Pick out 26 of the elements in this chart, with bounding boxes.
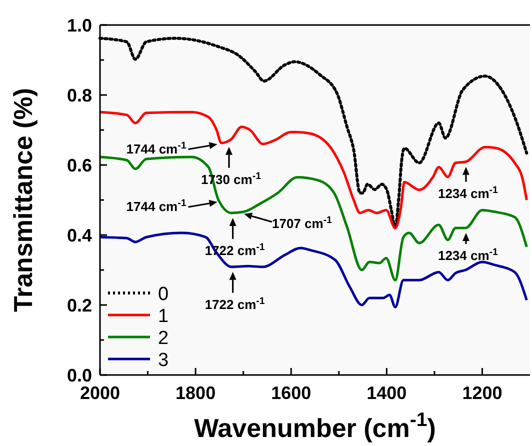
- y-tick-label: 1.0: [66, 15, 92, 36]
- annotation: 1744 cm$^{-1}$: [126, 198, 187, 214]
- y-axis-title: Transmittance (%): [8, 88, 38, 312]
- y-tick-label: 0.8: [66, 85, 92, 106]
- annotation: 1722 cm$^{-1}$: [204, 295, 266, 312]
- legend-label: 0: [158, 284, 169, 305]
- x-tick-label: 1800: [176, 383, 216, 403]
- annotation: 1707 cm$^{-1}$: [272, 214, 333, 231]
- x-tick-label: 2000: [80, 383, 120, 403]
- annotation: 1234 cm$^{-1}$: [438, 246, 499, 263]
- legend-label: 3: [158, 350, 169, 371]
- y-tick-label: 0.6: [66, 155, 92, 176]
- annotation: 1744 cm$^{-1}$: [126, 140, 187, 156]
- x-tick-label: 1600: [271, 383, 312, 403]
- legend-label: 1: [158, 306, 169, 327]
- line-series: [98, 232, 528, 308]
- x-axis-title: Wavenumber (cm$^{-1}$): [194, 409, 436, 443]
- y-tick-label: 0.2: [66, 295, 92, 316]
- y-tick-label: 0.0: [66, 365, 92, 386]
- legend-label: 2: [158, 328, 169, 349]
- line-series: [98, 156, 528, 282]
- x-tick-label: 1200: [462, 383, 502, 403]
- line-series: [98, 110, 528, 230]
- y-tick-label: 0.4: [66, 225, 92, 246]
- annotation: 1234 cm$^{-1}$: [438, 184, 499, 201]
- x-tick-label: 1400: [366, 383, 407, 403]
